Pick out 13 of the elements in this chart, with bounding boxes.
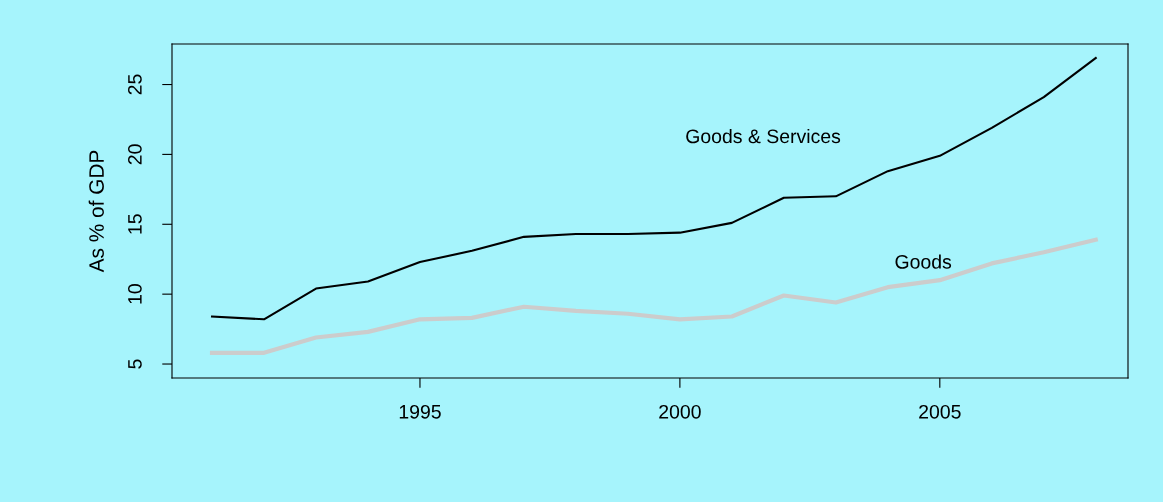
x-tick-label: 2005 — [919, 404, 961, 419]
y-tick-label: 15 — [128, 214, 142, 234]
y-tick-label: 5 — [128, 359, 142, 369]
x-tick-label: 2000 — [659, 404, 701, 419]
x-tick-label: 1995 — [399, 404, 441, 419]
line-series — [210, 56, 1097, 321]
line-series — [209, 237, 1098, 355]
y-tick-label: 10 — [128, 284, 142, 304]
series-label: Goods — [895, 254, 952, 269]
y-axis-title: As % of GDP — [88, 150, 104, 273]
y-tick-label: 20 — [128, 144, 142, 165]
y-tick-label: 25 — [128, 74, 142, 95]
text: Goods & Services — [686, 128, 841, 144]
